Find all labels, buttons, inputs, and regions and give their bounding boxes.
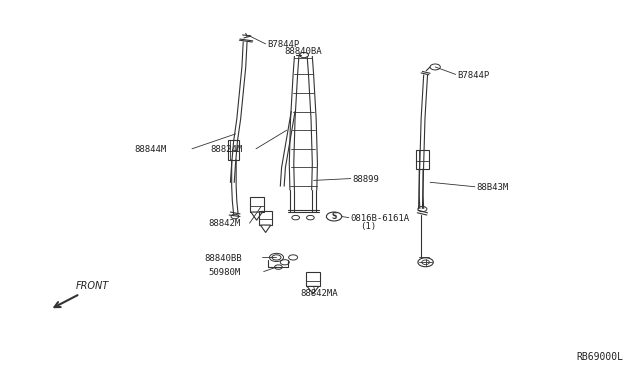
Polygon shape <box>251 212 262 220</box>
Text: S: S <box>332 212 337 221</box>
Bar <box>250 197 264 212</box>
Text: (1): (1) <box>360 222 376 231</box>
Text: 88899: 88899 <box>352 175 379 184</box>
Bar <box>228 140 239 160</box>
Text: 88842M: 88842M <box>208 219 240 228</box>
Text: 88824M: 88824M <box>210 145 242 154</box>
Text: FRONT: FRONT <box>76 281 109 291</box>
Polygon shape <box>260 225 271 232</box>
Text: 88844M: 88844M <box>134 145 166 154</box>
Text: RB69000L: RB69000L <box>576 352 623 362</box>
Text: B7844P: B7844P <box>457 71 489 80</box>
Bar <box>259 211 272 225</box>
Text: 0816B-6161A: 0816B-6161A <box>350 214 409 223</box>
Text: 88840BA: 88840BA <box>285 47 323 56</box>
Text: 50980M: 50980M <box>208 268 240 277</box>
Text: 88B43M: 88B43M <box>476 183 508 192</box>
Polygon shape <box>307 286 319 294</box>
Text: 88840BB: 88840BB <box>205 254 243 263</box>
Bar <box>416 150 429 169</box>
Bar <box>306 272 320 286</box>
Text: 88842MA: 88842MA <box>301 289 339 298</box>
Text: B7844P: B7844P <box>267 40 299 49</box>
